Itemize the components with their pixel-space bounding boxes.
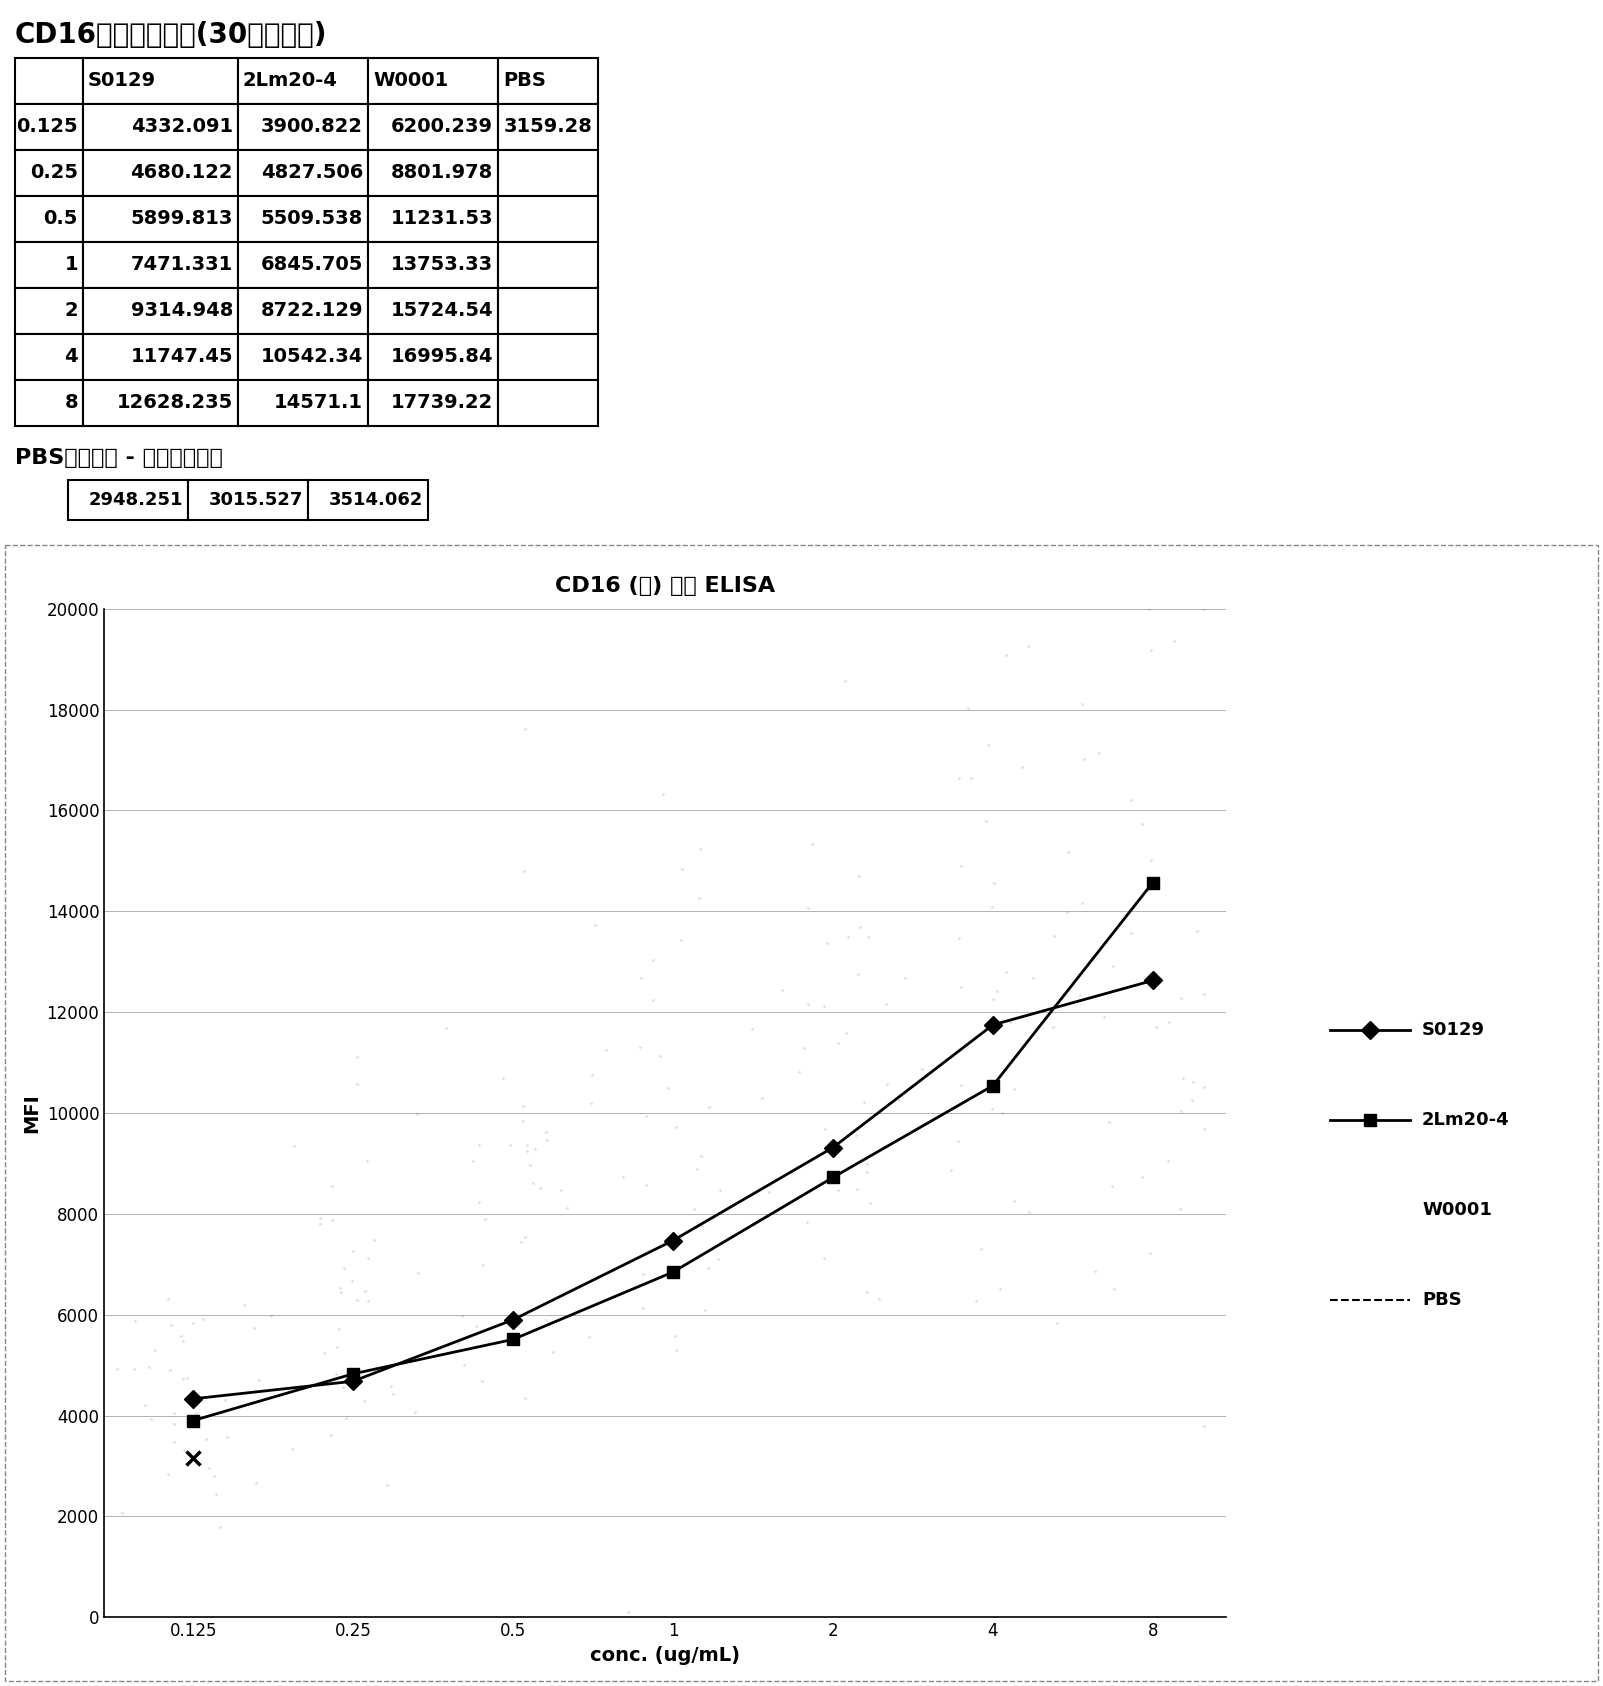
Bar xyxy=(14,196,83,243)
Text: 3015.527: 3015.527 xyxy=(208,491,303,509)
Text: 2Lm20-4: 2Lm20-4 xyxy=(1422,1111,1510,1130)
Bar xyxy=(369,105,499,150)
Text: 3159.28: 3159.28 xyxy=(503,118,593,137)
Bar xyxy=(237,379,369,427)
Bar xyxy=(14,150,83,196)
Bar xyxy=(83,334,237,379)
Text: 10542.34: 10542.34 xyxy=(261,347,362,366)
Text: 8801.978: 8801.978 xyxy=(391,164,494,182)
Text: 8722.129: 8722.129 xyxy=(261,302,362,320)
Text: 17739.22: 17739.22 xyxy=(391,393,494,413)
Bar xyxy=(83,243,237,288)
Text: PBS: PBS xyxy=(503,71,547,91)
Text: 11231.53: 11231.53 xyxy=(391,209,494,229)
Bar xyxy=(83,288,237,334)
Bar xyxy=(83,105,237,150)
Bar xyxy=(83,57,237,105)
Text: 1: 1 xyxy=(64,256,79,275)
Bar xyxy=(14,334,83,379)
Text: 8: 8 xyxy=(64,393,79,413)
Bar xyxy=(369,243,499,288)
Text: 5899.813: 5899.813 xyxy=(130,209,232,229)
Text: 4680.122: 4680.122 xyxy=(130,164,232,182)
Text: 2: 2 xyxy=(64,302,79,320)
Bar xyxy=(499,243,598,288)
Text: 6845.705: 6845.705 xyxy=(261,256,362,275)
Text: 7471.331: 7471.331 xyxy=(131,256,232,275)
Text: 13753.33: 13753.33 xyxy=(391,256,494,275)
Bar xyxy=(237,57,369,105)
Text: W0001: W0001 xyxy=(373,71,449,91)
Text: S0129: S0129 xyxy=(1422,1022,1484,1039)
Bar xyxy=(369,150,499,196)
Text: 0.25: 0.25 xyxy=(30,164,79,182)
Bar xyxy=(499,105,598,150)
Text: 6200.239: 6200.239 xyxy=(391,118,494,137)
Bar xyxy=(237,196,369,243)
Text: 11747.45: 11747.45 xyxy=(130,347,232,366)
Text: 12628.235: 12628.235 xyxy=(117,393,232,413)
Bar xyxy=(188,481,308,519)
Text: 4332.091: 4332.091 xyxy=(131,118,232,137)
Bar xyxy=(14,57,83,105)
Bar xyxy=(14,379,83,427)
Text: 2Lm20-4: 2Lm20-4 xyxy=(244,71,338,91)
Text: PBS: PBS xyxy=(1422,1291,1462,1308)
Bar xyxy=(499,57,598,105)
Text: 3514.062: 3514.062 xyxy=(329,491,423,509)
Bar xyxy=(14,105,83,150)
Text: CD16高亲和力数据(30分钟读数): CD16高亲和力数据(30分钟读数) xyxy=(14,20,327,49)
Text: 4: 4 xyxy=(64,347,79,366)
Bar xyxy=(237,150,369,196)
Text: 0.125: 0.125 xyxy=(16,118,79,137)
Bar xyxy=(83,379,237,427)
Text: S0129: S0129 xyxy=(88,71,155,91)
Text: 14571.1: 14571.1 xyxy=(274,393,362,413)
Bar xyxy=(369,288,499,334)
Text: PBS阴性对照 - 三孔的平均值: PBS阴性对照 - 三孔的平均值 xyxy=(14,448,223,469)
Bar xyxy=(369,196,499,243)
Text: 5509.538: 5509.538 xyxy=(261,209,362,229)
Text: W0001: W0001 xyxy=(1422,1200,1492,1219)
Bar xyxy=(237,105,369,150)
Bar xyxy=(369,334,499,379)
Bar xyxy=(369,379,499,427)
Bar xyxy=(237,243,369,288)
Text: 4827.506: 4827.506 xyxy=(261,164,362,182)
Bar xyxy=(308,481,428,519)
Bar xyxy=(237,334,369,379)
Text: 2948.251: 2948.251 xyxy=(88,491,183,509)
Text: 3900.822: 3900.822 xyxy=(261,118,362,137)
Bar xyxy=(237,288,369,334)
Bar xyxy=(369,57,499,105)
Bar xyxy=(499,379,598,427)
Text: 9314.948: 9314.948 xyxy=(130,302,232,320)
Bar xyxy=(499,196,598,243)
Bar xyxy=(499,150,598,196)
Bar xyxy=(499,288,598,334)
Bar xyxy=(83,196,237,243)
Bar xyxy=(14,243,83,288)
Bar xyxy=(67,481,188,519)
Bar xyxy=(14,288,83,334)
Text: 0.5: 0.5 xyxy=(43,209,79,229)
Text: 15724.54: 15724.54 xyxy=(391,302,494,320)
Text: 16995.84: 16995.84 xyxy=(391,347,494,366)
Bar xyxy=(499,334,598,379)
Bar xyxy=(83,150,237,196)
